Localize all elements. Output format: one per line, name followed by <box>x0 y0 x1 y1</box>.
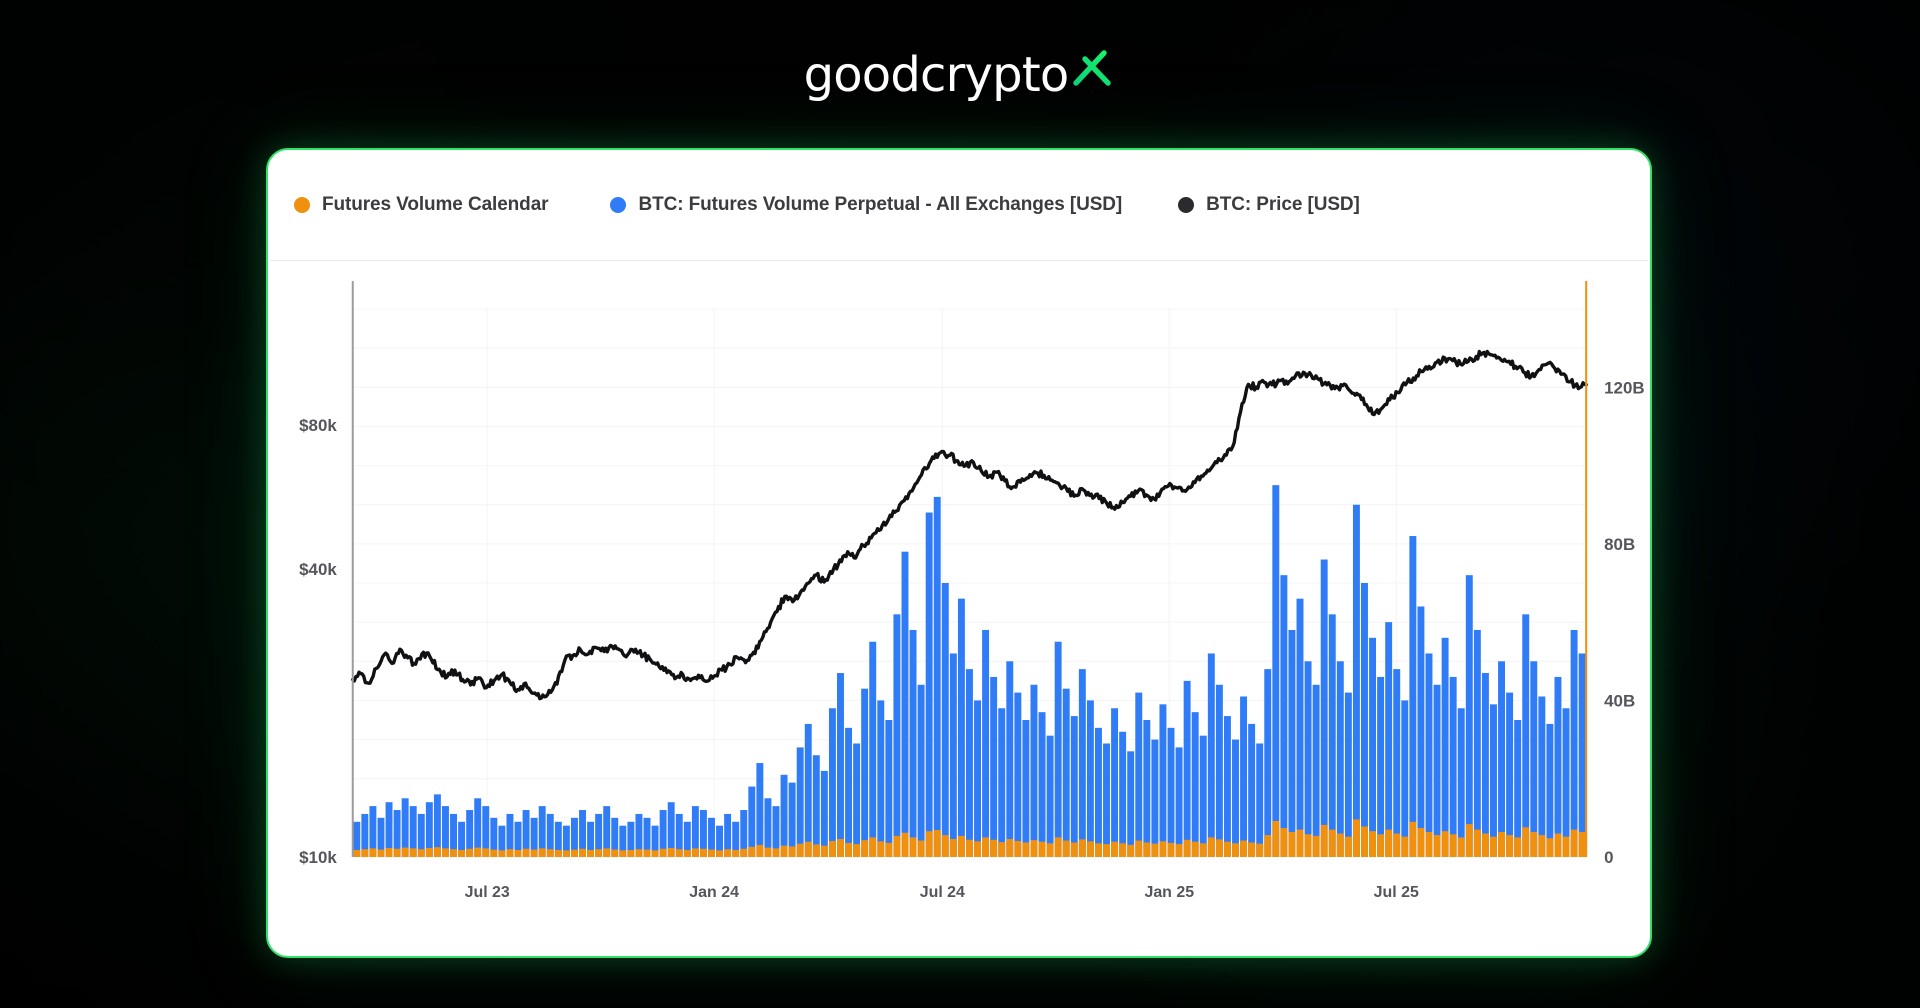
y-left-tick-label: $40k <box>299 560 337 579</box>
x-mark-icon <box>1073 50 1112 86</box>
y-right-tick-label: 0 <box>1604 848 1613 867</box>
legend-divider <box>270 260 1648 261</box>
chart-legend: Futures Volume Calendar BTC: Futures Vol… <box>268 150 1650 260</box>
brand-header: goodcrypto <box>0 44 1920 100</box>
legend-dot-futures-volume-calendar <box>294 197 310 213</box>
x-tick-label: Jul 24 <box>920 884 965 901</box>
x-tick-label: Jul 23 <box>465 884 510 901</box>
legend-item-futures-volume-calendar[interactable]: Futures Volume Calendar <box>294 194 549 216</box>
legend-label-btc-price: BTC: Price [USD] <box>1206 194 1360 215</box>
legend-dot-btc-price <box>1178 197 1195 213</box>
x-tick-label: Jan 25 <box>1144 884 1194 901</box>
goodcrypto-logo: goodcrypto <box>804 45 1117 99</box>
y-left-tick-label: $10k <box>299 848 337 867</box>
chart-plot-area[interactable]: $80k $40k $10k 120B 80B 40B 0 Jul 23 Jan 24 Jul 2… <box>268 261 1650 958</box>
y-right-tick-label: 120B <box>1604 378 1645 397</box>
logo-wordmark: goodcrypto <box>803 47 1070 103</box>
y-right-tick-label: 80B <box>1604 535 1635 554</box>
legend-label-futures-volume-calendar: Futures Volume Calendar <box>322 194 549 215</box>
legend-item-futures-volume-perpetual[interactable]: BTC: Futures Volume Perpetual - All Exch… <box>610 194 1122 216</box>
y-left-tick-label: $80k <box>299 416 337 435</box>
legend-dot-futures-volume-perpetual <box>610 197 627 213</box>
legend-item-btc-price[interactable]: BTC: Price [USD] <box>1178 194 1360 216</box>
y-right-tick-label: 40B <box>1604 691 1635 710</box>
legend-label-futures-volume-perpetual: BTC: Futures Volume Perpetual - All Exch… <box>638 194 1123 215</box>
x-tick-label: Jul 25 <box>1374 884 1419 901</box>
chart-svg[interactable]: $80k $40k $10k 120B 80B 40B 0 Jul 23 Jan 24 Jul 2… <box>268 261 1650 958</box>
chart-card: Futures Volume Calendar BTC: Futures Vol… <box>266 148 1652 958</box>
x-tick-label: Jan 24 <box>689 884 739 901</box>
